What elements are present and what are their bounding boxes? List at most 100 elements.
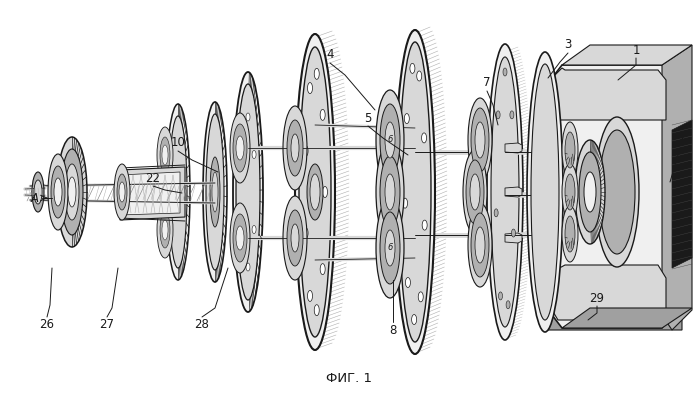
Ellipse shape (320, 109, 325, 120)
Ellipse shape (61, 149, 83, 235)
Ellipse shape (380, 156, 400, 228)
Ellipse shape (233, 124, 247, 172)
Polygon shape (120, 167, 185, 220)
Polygon shape (662, 45, 692, 330)
Polygon shape (548, 295, 682, 305)
Ellipse shape (291, 134, 299, 162)
Ellipse shape (491, 57, 519, 327)
Ellipse shape (417, 71, 421, 81)
Ellipse shape (463, 150, 487, 234)
Text: 4: 4 (326, 48, 333, 61)
Text: 10: 10 (171, 136, 185, 149)
Ellipse shape (412, 314, 417, 325)
Ellipse shape (303, 228, 308, 239)
Ellipse shape (405, 277, 410, 288)
Ellipse shape (399, 42, 431, 342)
Ellipse shape (562, 122, 578, 178)
Ellipse shape (471, 108, 489, 172)
Ellipse shape (385, 122, 395, 158)
Text: 28: 28 (194, 318, 210, 332)
Ellipse shape (246, 263, 250, 271)
Ellipse shape (422, 220, 427, 230)
Text: 7: 7 (483, 77, 491, 90)
Ellipse shape (236, 226, 244, 250)
Polygon shape (552, 65, 672, 328)
Ellipse shape (595, 117, 639, 267)
Ellipse shape (475, 122, 485, 158)
Ellipse shape (206, 114, 224, 270)
Ellipse shape (531, 64, 559, 320)
Ellipse shape (54, 178, 62, 206)
Ellipse shape (48, 154, 68, 230)
Ellipse shape (240, 226, 244, 233)
Ellipse shape (160, 137, 170, 173)
Ellipse shape (210, 157, 220, 227)
Ellipse shape (599, 130, 635, 254)
Ellipse shape (404, 114, 410, 123)
Ellipse shape (65, 164, 79, 220)
Ellipse shape (475, 227, 485, 263)
Ellipse shape (160, 212, 170, 248)
Text: 2: 2 (676, 134, 684, 147)
Ellipse shape (233, 72, 263, 312)
Ellipse shape (395, 30, 435, 354)
Ellipse shape (233, 214, 247, 262)
Ellipse shape (512, 229, 515, 237)
Ellipse shape (157, 127, 173, 183)
Ellipse shape (295, 34, 335, 350)
Ellipse shape (385, 174, 395, 210)
Ellipse shape (468, 98, 492, 182)
Ellipse shape (166, 104, 190, 280)
Text: ФИГ. 1: ФИГ. 1 (326, 371, 372, 384)
Ellipse shape (506, 301, 510, 309)
Polygon shape (552, 68, 666, 120)
Ellipse shape (51, 166, 65, 218)
Text: 26: 26 (40, 318, 55, 332)
Text: 27: 27 (99, 318, 115, 332)
Ellipse shape (376, 90, 404, 190)
Ellipse shape (527, 52, 563, 332)
Ellipse shape (315, 68, 319, 79)
Ellipse shape (252, 226, 256, 233)
Text: 1: 1 (633, 44, 640, 57)
Ellipse shape (376, 142, 404, 242)
Ellipse shape (308, 290, 312, 301)
Ellipse shape (380, 104, 400, 176)
Ellipse shape (169, 116, 187, 268)
Ellipse shape (471, 213, 489, 277)
Ellipse shape (315, 305, 319, 316)
Ellipse shape (230, 113, 250, 183)
Ellipse shape (236, 84, 260, 300)
Ellipse shape (303, 145, 308, 156)
Ellipse shape (468, 203, 492, 287)
Text: A: A (31, 191, 39, 204)
Text: 5: 5 (364, 112, 372, 125)
Polygon shape (538, 305, 682, 330)
Ellipse shape (68, 177, 76, 207)
Ellipse shape (240, 151, 244, 158)
Polygon shape (505, 143, 522, 153)
Text: 29: 29 (589, 292, 605, 305)
Ellipse shape (119, 182, 125, 202)
Ellipse shape (410, 63, 415, 73)
Ellipse shape (57, 137, 87, 247)
Ellipse shape (307, 164, 323, 220)
Ellipse shape (212, 172, 218, 212)
Ellipse shape (34, 180, 42, 204)
Ellipse shape (117, 174, 127, 210)
Text: 8: 8 (389, 323, 397, 336)
Ellipse shape (565, 174, 575, 210)
Ellipse shape (308, 83, 312, 94)
Polygon shape (120, 172, 180, 215)
Ellipse shape (579, 152, 601, 232)
Text: 6: 6 (387, 244, 393, 252)
Ellipse shape (287, 120, 303, 176)
Text: 22: 22 (145, 171, 161, 184)
Ellipse shape (310, 174, 320, 210)
Text: 3: 3 (564, 39, 572, 51)
Ellipse shape (230, 203, 250, 273)
Ellipse shape (322, 187, 328, 198)
Polygon shape (672, 120, 692, 268)
Ellipse shape (487, 44, 523, 340)
Ellipse shape (466, 160, 484, 224)
